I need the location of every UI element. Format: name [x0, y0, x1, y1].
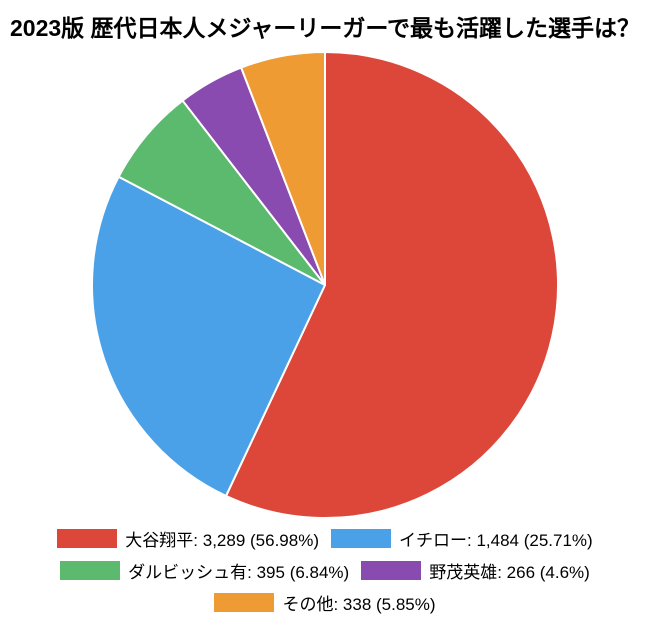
pie-slice-ohtani[interactable]: [225, 50, 559, 519]
legend-item-others[interactable]: その他: 338 (5.85%): [214, 590, 436, 615]
legend-row: その他: 338 (5.85%): [214, 590, 436, 615]
legend-label: 大谷翔平: 3,289 (56.98%): [125, 530, 319, 550]
legend-swatch: [60, 560, 121, 580]
legend-item-ohtani[interactable]: 大谷翔平: 3,289 (56.98%): [57, 526, 319, 551]
legend-swatch: [361, 560, 422, 580]
legend-swatch: [57, 528, 118, 548]
legend-item-nomo[interactable]: 野茂英雄: 266 (4.6%): [361, 558, 590, 583]
legend-label: その他: 338 (5.85%): [282, 594, 436, 614]
pie-chart: [89, 49, 561, 521]
legend-swatch: [214, 592, 275, 612]
legend-swatch: [331, 528, 391, 548]
pie-slice-others[interactable]: [240, 50, 326, 286]
pie-slice-ichiro[interactable]: [90, 175, 326, 497]
legend-row: 大谷翔平: 3,289 (56.98%) イチロー: 1,484 (25.71%…: [57, 526, 593, 551]
legend-label: ダルビッシュ有: 395 (6.84%): [128, 562, 350, 582]
page-title: 2023版 歴代日本人メジャーリーガーで最も活躍した選手は？: [9, 15, 641, 41]
legend-item-ichiro[interactable]: イチロー: 1,484 (25.71%): [331, 526, 593, 551]
legend-label: イチロー: 1,484 (25.71%): [399, 530, 593, 550]
legend-label: 野茂英雄: 266 (4.6%): [429, 562, 590, 582]
chart-legend: 大谷翔平: 3,289 (56.98%) イチロー: 1,484 (25.71%…: [57, 526, 593, 615]
legend-row: ダルビッシュ有: 395 (6.84%) 野茂英雄: 266 (4.6%): [60, 558, 590, 583]
legend-item-darvish[interactable]: ダルビッシュ有: 395 (6.84%): [60, 558, 349, 583]
